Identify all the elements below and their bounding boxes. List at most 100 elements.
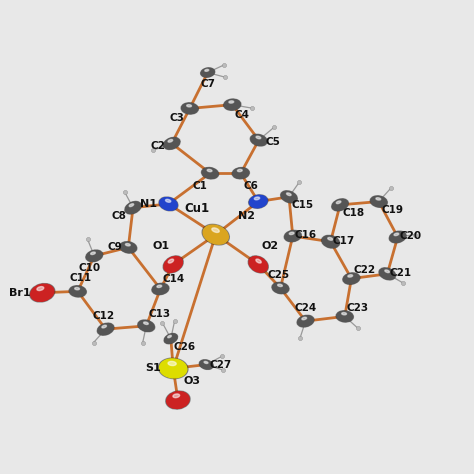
- Ellipse shape: [187, 105, 191, 107]
- Text: C16: C16: [295, 230, 317, 240]
- Ellipse shape: [273, 283, 289, 293]
- Text: C9: C9: [108, 242, 122, 252]
- Text: C24: C24: [294, 303, 317, 313]
- Ellipse shape: [205, 69, 209, 71]
- Ellipse shape: [181, 103, 199, 114]
- Text: Br1: Br1: [9, 288, 30, 298]
- Ellipse shape: [37, 287, 44, 291]
- Ellipse shape: [182, 103, 198, 114]
- Ellipse shape: [336, 201, 341, 204]
- Text: N2: N2: [238, 211, 255, 221]
- Ellipse shape: [160, 359, 187, 378]
- Ellipse shape: [138, 320, 155, 332]
- Ellipse shape: [168, 361, 176, 365]
- Text: C6: C6: [244, 182, 259, 191]
- Ellipse shape: [385, 270, 390, 273]
- Ellipse shape: [249, 195, 268, 208]
- Ellipse shape: [284, 230, 301, 242]
- Ellipse shape: [201, 68, 214, 77]
- Text: C21: C21: [390, 268, 411, 278]
- Ellipse shape: [102, 325, 107, 328]
- Ellipse shape: [164, 334, 178, 344]
- Ellipse shape: [199, 360, 213, 369]
- Text: N1: N1: [140, 199, 157, 209]
- Ellipse shape: [168, 259, 173, 263]
- Ellipse shape: [125, 201, 141, 214]
- Text: C2: C2: [150, 141, 165, 151]
- Ellipse shape: [370, 196, 387, 207]
- Ellipse shape: [249, 256, 267, 272]
- Text: C7: C7: [200, 79, 215, 89]
- Ellipse shape: [173, 394, 180, 398]
- Ellipse shape: [298, 316, 313, 327]
- Ellipse shape: [343, 273, 360, 284]
- Ellipse shape: [248, 256, 268, 273]
- Ellipse shape: [97, 323, 114, 335]
- Ellipse shape: [337, 311, 353, 322]
- Ellipse shape: [336, 311, 354, 322]
- Ellipse shape: [289, 232, 294, 235]
- Ellipse shape: [138, 320, 154, 331]
- Ellipse shape: [321, 236, 339, 248]
- Ellipse shape: [224, 100, 240, 110]
- Ellipse shape: [348, 275, 353, 277]
- Ellipse shape: [255, 197, 260, 200]
- Ellipse shape: [286, 193, 291, 196]
- Text: C26: C26: [173, 342, 195, 352]
- Ellipse shape: [250, 134, 267, 146]
- Ellipse shape: [164, 138, 180, 149]
- Ellipse shape: [201, 167, 219, 179]
- Ellipse shape: [129, 204, 134, 207]
- Ellipse shape: [203, 225, 228, 244]
- Ellipse shape: [86, 250, 103, 262]
- Ellipse shape: [380, 268, 395, 280]
- Text: Cu1: Cu1: [184, 202, 210, 215]
- Text: C22: C22: [354, 265, 376, 275]
- Ellipse shape: [376, 198, 381, 200]
- Ellipse shape: [281, 191, 297, 202]
- Ellipse shape: [164, 137, 180, 149]
- Text: O2: O2: [262, 241, 279, 251]
- Ellipse shape: [281, 191, 297, 203]
- Text: C25: C25: [267, 270, 289, 280]
- Text: C12: C12: [92, 311, 114, 321]
- Ellipse shape: [98, 324, 113, 335]
- Text: C20: C20: [400, 231, 422, 241]
- Ellipse shape: [212, 228, 219, 232]
- Ellipse shape: [164, 256, 182, 272]
- Ellipse shape: [69, 286, 86, 297]
- Ellipse shape: [91, 252, 95, 255]
- Text: C11: C11: [69, 273, 91, 283]
- Ellipse shape: [332, 199, 348, 211]
- Ellipse shape: [30, 283, 55, 302]
- Text: C18: C18: [342, 209, 365, 219]
- Text: C15: C15: [291, 201, 313, 210]
- Ellipse shape: [157, 285, 162, 288]
- Ellipse shape: [379, 268, 396, 280]
- Text: C19: C19: [381, 205, 403, 215]
- Text: C17: C17: [333, 236, 355, 246]
- Ellipse shape: [278, 284, 283, 287]
- Ellipse shape: [229, 101, 234, 103]
- Ellipse shape: [204, 361, 208, 364]
- Ellipse shape: [120, 242, 136, 253]
- Ellipse shape: [332, 199, 348, 210]
- Ellipse shape: [70, 286, 86, 297]
- Ellipse shape: [394, 233, 399, 236]
- Ellipse shape: [297, 315, 314, 327]
- Ellipse shape: [75, 288, 80, 290]
- Ellipse shape: [371, 196, 387, 207]
- Ellipse shape: [224, 99, 241, 110]
- Ellipse shape: [201, 68, 215, 77]
- Ellipse shape: [251, 135, 266, 146]
- Text: C5: C5: [265, 137, 280, 147]
- Ellipse shape: [167, 392, 189, 409]
- Text: C4: C4: [234, 110, 249, 120]
- Ellipse shape: [168, 335, 172, 338]
- Ellipse shape: [249, 195, 267, 208]
- Ellipse shape: [31, 284, 54, 301]
- Ellipse shape: [166, 391, 190, 409]
- Ellipse shape: [152, 283, 169, 295]
- Text: C13: C13: [148, 309, 171, 319]
- Ellipse shape: [256, 136, 261, 139]
